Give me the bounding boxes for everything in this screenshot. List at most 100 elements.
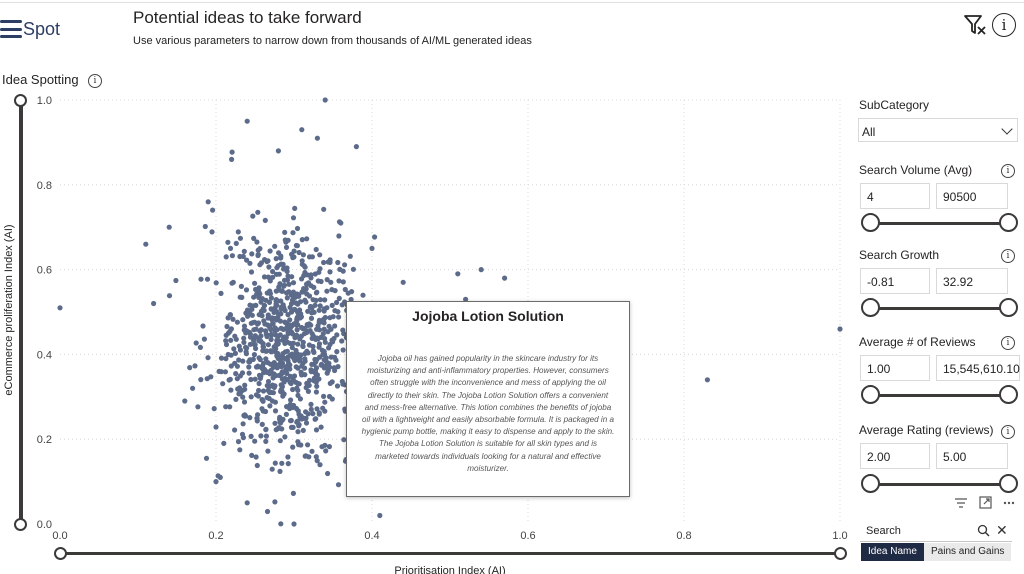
data-point[interactable]	[265, 315, 271, 321]
data-point[interactable]	[321, 259, 327, 266]
data-point[interactable]	[213, 479, 219, 485]
data-point[interactable]	[307, 304, 313, 310]
data-point[interactable]	[308, 283, 314, 289]
data-point[interactable]	[335, 309, 341, 315]
data-point[interactable]	[187, 365, 193, 371]
data-point[interactable]	[251, 327, 257, 333]
data-point[interactable]	[315, 336, 321, 342]
data-point[interactable]	[269, 466, 275, 472]
data-point[interactable]	[327, 259, 333, 265]
data-point[interactable]	[321, 206, 327, 212]
data-point[interactable]	[272, 243, 278, 249]
data-point[interactable]	[278, 325, 284, 331]
data-point[interactable]	[262, 408, 269, 415]
data-point[interactable]	[309, 310, 315, 316]
search-volume-min-input[interactable]: 4	[860, 183, 930, 209]
data-point[interactable]	[288, 424, 295, 430]
search-growth-min-input[interactable]: -0.81	[860, 268, 930, 294]
data-point[interactable]	[224, 323, 230, 330]
data-point[interactable]	[299, 237, 305, 243]
reviews-min-handle[interactable]	[861, 385, 880, 404]
data-point[interactable]	[277, 468, 283, 474]
data-point[interactable]	[324, 277, 330, 283]
data-point[interactable]	[287, 418, 294, 424]
data-point[interactable]	[294, 318, 300, 324]
data-point[interactable]	[272, 325, 278, 331]
data-point[interactable]	[323, 355, 329, 361]
data-point[interactable]	[253, 345, 259, 352]
data-point[interactable]	[294, 418, 300, 424]
data-point[interactable]	[256, 289, 262, 295]
rating-min-handle[interactable]	[861, 474, 880, 493]
data-point[interactable]	[272, 383, 278, 389]
data-point[interactable]	[268, 295, 274, 301]
data-point[interactable]	[278, 355, 284, 361]
rating-max-handle[interactable]	[999, 474, 1018, 493]
data-point[interactable]	[305, 308, 311, 314]
data-point[interactable]	[305, 388, 311, 394]
data-point[interactable]	[264, 508, 271, 515]
data-point[interactable]	[299, 127, 305, 133]
data-point[interactable]	[254, 462, 260, 469]
data-point[interactable]	[249, 312, 255, 318]
data-point[interactable]	[290, 230, 296, 236]
data-point[interactable]	[279, 389, 285, 395]
data-point[interactable]	[294, 332, 300, 338]
data-point[interactable]	[282, 237, 288, 243]
data-point[interactable]	[247, 334, 254, 340]
data-point[interactable]	[269, 398, 275, 404]
data-point[interactable]	[282, 340, 288, 346]
data-point[interactable]	[310, 297, 316, 303]
data-point[interactable]	[318, 424, 324, 430]
clear-filter-icon[interactable]	[962, 12, 988, 38]
data-point[interactable]	[227, 312, 233, 318]
data-point[interactable]	[322, 297, 328, 303]
data-point[interactable]	[233, 336, 239, 342]
data-point[interactable]	[262, 217, 268, 223]
y-range-slider[interactable]	[19, 100, 23, 524]
data-point[interactable]	[285, 454, 291, 460]
data-point[interactable]	[255, 209, 261, 215]
data-point[interactable]	[279, 288, 285, 294]
subcategory-select[interactable]: All	[858, 118, 1018, 142]
search-volume-slider[interactable]	[870, 222, 1008, 225]
data-point[interactable]	[324, 288, 330, 294]
data-point[interactable]	[242, 412, 248, 418]
data-point[interactable]	[231, 346, 237, 352]
data-point[interactable]	[326, 345, 332, 351]
data-point[interactable]	[308, 406, 314, 412]
data-point[interactable]	[309, 448, 315, 454]
data-point[interactable]	[321, 316, 327, 323]
data-point[interactable]	[252, 376, 258, 382]
data-point[interactable]	[369, 245, 375, 251]
search-volume-min-handle[interactable]	[861, 213, 880, 232]
reviews-max-handle[interactable]	[999, 385, 1018, 404]
data-point[interactable]	[228, 363, 234, 369]
data-point[interactable]	[296, 249, 302, 256]
data-point[interactable]	[251, 294, 257, 300]
data-point[interactable]	[372, 234, 378, 240]
data-point[interactable]	[218, 290, 224, 296]
data-point[interactable]	[289, 345, 295, 351]
data-point[interactable]	[335, 259, 341, 266]
data-point[interactable]	[241, 248, 247, 254]
data-point[interactable]	[273, 373, 279, 379]
data-point[interactable]	[304, 236, 310, 242]
data-point[interactable]	[248, 394, 254, 400]
data-point[interactable]	[244, 257, 250, 263]
data-point[interactable]	[400, 279, 406, 285]
data-point[interactable]	[336, 233, 342, 239]
data-point[interactable]	[249, 306, 255, 312]
data-point[interactable]	[233, 240, 239, 246]
data-point[interactable]	[210, 207, 216, 213]
data-point[interactable]	[221, 440, 227, 446]
data-point[interactable]	[240, 317, 246, 323]
data-point[interactable]	[256, 355, 262, 361]
data-point[interactable]	[305, 328, 311, 334]
data-point[interactable]	[290, 215, 297, 221]
data-point[interactable]	[270, 364, 276, 370]
data-point[interactable]	[240, 394, 246, 400]
data-point[interactable]	[257, 246, 263, 252]
data-point[interactable]	[232, 427, 238, 433]
data-point[interactable]	[166, 224, 172, 230]
